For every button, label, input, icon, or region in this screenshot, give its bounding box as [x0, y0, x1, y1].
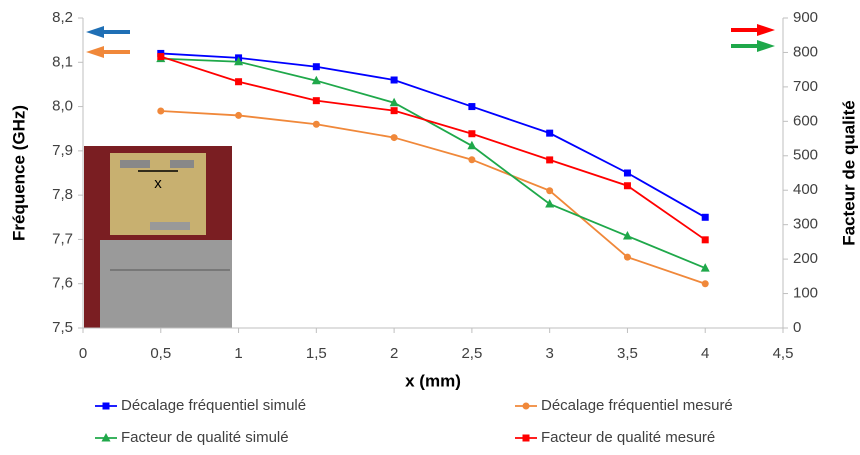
y2-tick-label: 800 [793, 43, 818, 60]
x-tick-label: 2,5 [461, 345, 482, 362]
y2-tick-label: 600 [793, 112, 818, 129]
series-line [160, 52, 706, 219]
y2-tick-label: 500 [793, 147, 818, 164]
series-line [160, 57, 706, 269]
point [157, 107, 165, 115]
y-tick-label: 8,2 [52, 9, 73, 26]
x-tick-label: 4,5 [773, 345, 794, 362]
point [701, 213, 709, 221]
point [622, 231, 632, 240]
x-tick-label: 4 [701, 345, 709, 362]
point [546, 156, 554, 164]
point [546, 129, 554, 137]
y2-tick-label: 400 [793, 181, 818, 198]
point [312, 97, 320, 105]
y2-tick-label: 700 [793, 78, 818, 95]
legend-label: Décalage fréquentiel mesuré [541, 397, 733, 414]
x-tick-label: 0 [79, 345, 87, 362]
point [312, 63, 320, 71]
point [468, 156, 476, 164]
point [467, 140, 477, 150]
point [701, 280, 709, 288]
point [235, 111, 243, 119]
y-tick-label: 7,8 [52, 186, 73, 203]
y2-tick-label: 900 [793, 9, 818, 26]
point [700, 263, 710, 272]
axis-arrows [86, 24, 775, 58]
point [390, 76, 398, 84]
point [390, 107, 398, 115]
point [234, 56, 244, 66]
y2-tick-label: 200 [793, 250, 818, 267]
point [235, 78, 243, 86]
legend-marker [522, 402, 530, 410]
y-tick-label: 8,0 [52, 98, 73, 115]
point [701, 236, 709, 244]
x-axis-label: x (mm) [405, 371, 461, 390]
x-tick-label: 1 [234, 345, 242, 362]
x-tick-label: 3,5 [617, 345, 638, 362]
y2-tick-label: 100 [793, 285, 818, 302]
legend-label: Facteur de qualité simulé [121, 429, 289, 446]
point [390, 134, 398, 142]
point [623, 169, 631, 177]
x-tick-label: 3 [545, 345, 553, 362]
y-tick-label: 7,7 [52, 230, 73, 247]
y-tick-label: 7,6 [52, 275, 73, 292]
point [311, 75, 321, 85]
series-line [160, 55, 706, 241]
legend-label: Facteur de qualité mesuré [541, 429, 715, 446]
point [312, 120, 320, 128]
inset-photo [84, 146, 232, 328]
legend-marker [101, 433, 111, 442]
point [157, 53, 165, 61]
y-tick-label: 8,1 [52, 53, 73, 70]
legend-label: Décalage fréquentiel simulé [121, 397, 306, 414]
point [623, 253, 631, 261]
point [389, 97, 399, 107]
y2-tick-label: 300 [793, 216, 818, 233]
series-line [160, 110, 706, 285]
y2-axis-label: Facteur de qualité [839, 100, 858, 245]
annotation: x [154, 175, 162, 192]
point [546, 187, 554, 195]
y2-tick-label: 0 [793, 319, 801, 336]
x-tick-label: 2 [390, 345, 398, 362]
x-tick-label: 1,5 [306, 345, 327, 362]
y-tick-label: 7,9 [52, 142, 73, 159]
y-axis-label: Fréquence (GHz) [9, 105, 28, 241]
point [545, 199, 555, 208]
point [468, 103, 476, 111]
point [468, 130, 476, 138]
y-tick-label: 7,5 [52, 319, 73, 336]
x-tick-label: 0,5 [150, 345, 171, 362]
legend-marker [102, 402, 110, 410]
point [623, 182, 631, 190]
legend-marker [522, 434, 530, 442]
